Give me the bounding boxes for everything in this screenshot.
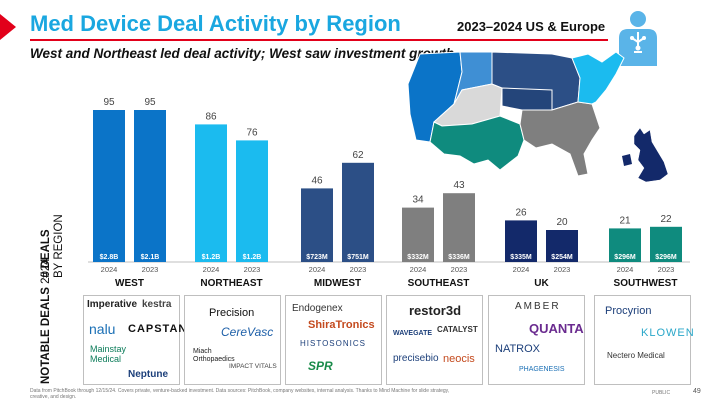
logo-imperative: Imperative bbox=[87, 299, 138, 310]
bar-southeast-2023 bbox=[443, 193, 475, 262]
logo-shiratronics: ShiraTronics bbox=[308, 319, 375, 331]
investment-label-uk-2023: $254M bbox=[551, 254, 573, 261]
deals-box-northeast: Precision CereVasc Miach Orthopaedics IM… bbox=[184, 295, 281, 385]
logo-procyrion: Procyrion bbox=[605, 305, 652, 317]
value-label-midwest-2023: 62 bbox=[352, 150, 364, 161]
bar-west-2024 bbox=[93, 110, 125, 262]
value-label-uk-2023: 20 bbox=[556, 217, 568, 228]
value-label-west-2023: 95 bbox=[144, 97, 156, 108]
logo-nalu: nalu bbox=[89, 321, 116, 337]
value-label-southeast-2024: 34 bbox=[412, 195, 424, 206]
bar-midwest-2024 bbox=[301, 188, 333, 262]
logo-impact-vitals: IMPACT VITALS bbox=[229, 363, 277, 370]
value-label-northeast-2024: 86 bbox=[205, 111, 217, 122]
bar-midwest-2023 bbox=[342, 162, 374, 262]
year-label-southeast-2024: 2024 bbox=[410, 265, 427, 274]
investment-label-west-2024: $2.8B bbox=[100, 254, 119, 261]
category-label-west: WEST bbox=[115, 278, 144, 289]
year-label-uk-2023: 2023 bbox=[554, 265, 571, 274]
page-number: 49 bbox=[693, 388, 701, 395]
value-label-midwest-2024: 46 bbox=[311, 175, 323, 186]
bar-northeast-2023 bbox=[236, 140, 268, 262]
year-label-northeast-2023: 2023 bbox=[244, 265, 261, 274]
logo-endogenex: Endogenex bbox=[292, 303, 343, 314]
title-underline bbox=[30, 39, 608, 41]
date-range-label: 2023–2024 US & Europe bbox=[457, 19, 606, 34]
investment-label-southwest-2024: $296M bbox=[614, 254, 636, 261]
year-label-west-2023: 2023 bbox=[142, 265, 159, 274]
year-label-midwest-2024: 2024 bbox=[309, 265, 326, 274]
logo-miach: Miach Orthopaedics bbox=[193, 348, 235, 363]
logo-wavegate: WAVEGATE bbox=[393, 330, 433, 337]
logo-restor3d: restor3d bbox=[409, 303, 462, 318]
us-uk-map bbox=[407, 51, 669, 183]
value-label-west-2024: 95 bbox=[103, 97, 115, 108]
investment-label-northeast-2024: $1.2B bbox=[202, 254, 221, 261]
red-tab-marker bbox=[0, 14, 16, 40]
bar-northeast-2024 bbox=[195, 124, 227, 263]
investment-label-southeast-2023: $336M bbox=[448, 254, 470, 261]
value-label-southeast-2023: 43 bbox=[453, 180, 465, 191]
logo-phagenesis: PHAGENESIS bbox=[519, 366, 565, 373]
category-label-southwest: SOUTHWEST bbox=[614, 278, 678, 289]
page-subtitle: West and Northeast led deal activity; We… bbox=[30, 46, 455, 61]
notable-deals-label: NOTABLE DEALS 2024 bbox=[40, 258, 52, 384]
value-label-southwest-2024: 21 bbox=[619, 215, 631, 226]
value-label-northeast-2023: 76 bbox=[246, 127, 258, 138]
medical-person-icon bbox=[619, 11, 657, 66]
investment-label-west-2023: $2.1B bbox=[141, 254, 160, 261]
investment-label-southwest-2023: $296M bbox=[655, 254, 677, 261]
logo-neptune: Neptune bbox=[128, 369, 168, 380]
deals-box-midwest: Endogenex ShiraTronics HISTOSONICS SPR bbox=[285, 295, 382, 385]
logo-neocis: neocis bbox=[443, 353, 475, 365]
logo-kestra: kestra bbox=[142, 299, 172, 310]
category-label-midwest: MIDWEST bbox=[314, 278, 361, 289]
investment-label-southeast-2024: $332M bbox=[407, 254, 429, 261]
public-label: PUBLIC bbox=[652, 390, 671, 396]
value-label-southwest-2023: 22 bbox=[660, 214, 672, 225]
year-label-uk-2024: 2024 bbox=[513, 265, 530, 274]
logo-quanta: QUANTA bbox=[529, 321, 584, 336]
deals-bar-chart: 95 $2.8B 2024 95 $2.1B 2023 WEST 86 $1.2B 2024 76 $… bbox=[88, 97, 690, 289]
logo-precisebio: precisebio bbox=[393, 353, 439, 364]
category-label-uk: UK bbox=[534, 278, 549, 289]
logo-catalyst: CATALYST bbox=[437, 325, 478, 334]
investment-label-northeast-2023: $1.2B bbox=[243, 254, 262, 261]
logo-capstan: CAPSTAN bbox=[128, 323, 188, 335]
category-label-northeast: NORTHEAST bbox=[200, 278, 262, 289]
investment-label-midwest-2024: $723M bbox=[306, 254, 328, 261]
bar-southwest-2024 bbox=[609, 228, 641, 262]
year-label-southeast-2023: 2023 bbox=[451, 265, 468, 274]
logo-amber: AMBER bbox=[515, 301, 561, 312]
year-label-northeast-2024: 2024 bbox=[203, 265, 220, 274]
year-label-west-2024: 2024 bbox=[101, 265, 118, 274]
deals-box-west: Imperative kestra nalu CAPSTAN Mainstay … bbox=[83, 295, 186, 385]
bar-west-2023 bbox=[134, 110, 166, 262]
year-label-southwest-2023: 2023 bbox=[658, 265, 675, 274]
deals-box-southwest: Procyrion KLOWEN Nectero Medical bbox=[594, 295, 694, 385]
category-label-southeast: SOUTHEAST bbox=[408, 278, 470, 289]
deals-box-uk: AMBER QUANTA NATROX PHAGENESIS bbox=[488, 295, 585, 385]
logo-cerevasc: CereVasc bbox=[221, 325, 274, 339]
page-title: Med Device Deal Activity by Region bbox=[30, 11, 401, 36]
logo-nectero: Nectero Medical bbox=[607, 351, 665, 360]
logo-natrox: NATROX bbox=[495, 343, 541, 355]
bar-southeast-2024 bbox=[402, 207, 434, 262]
deals-box-southeast: restor3d WAVEGATE CATALYST precisebio ne… bbox=[386, 295, 483, 385]
value-label-uk-2024: 26 bbox=[515, 207, 527, 218]
logo-histosonics: HISTOSONICS bbox=[300, 339, 366, 348]
logo-mainstay: Mainstay Medical bbox=[90, 344, 127, 364]
year-label-midwest-2023: 2023 bbox=[350, 265, 367, 274]
footer-note: Data from PitchBook through 12/15/24. Co… bbox=[30, 388, 450, 400]
bar-uk-2024 bbox=[505, 220, 537, 262]
investment-label-midwest-2023: $751M bbox=[347, 254, 369, 261]
bar-uk-2023 bbox=[546, 230, 578, 262]
bar-southwest-2023 bbox=[650, 226, 682, 262]
investment-label-uk-2024: $335M bbox=[510, 254, 532, 261]
year-label-southwest-2024: 2024 bbox=[617, 265, 634, 274]
logo-spr: SPR bbox=[308, 359, 333, 373]
logo-precision: Precision bbox=[209, 307, 255, 319]
logo-klowen: KLOWEN bbox=[641, 327, 695, 339]
